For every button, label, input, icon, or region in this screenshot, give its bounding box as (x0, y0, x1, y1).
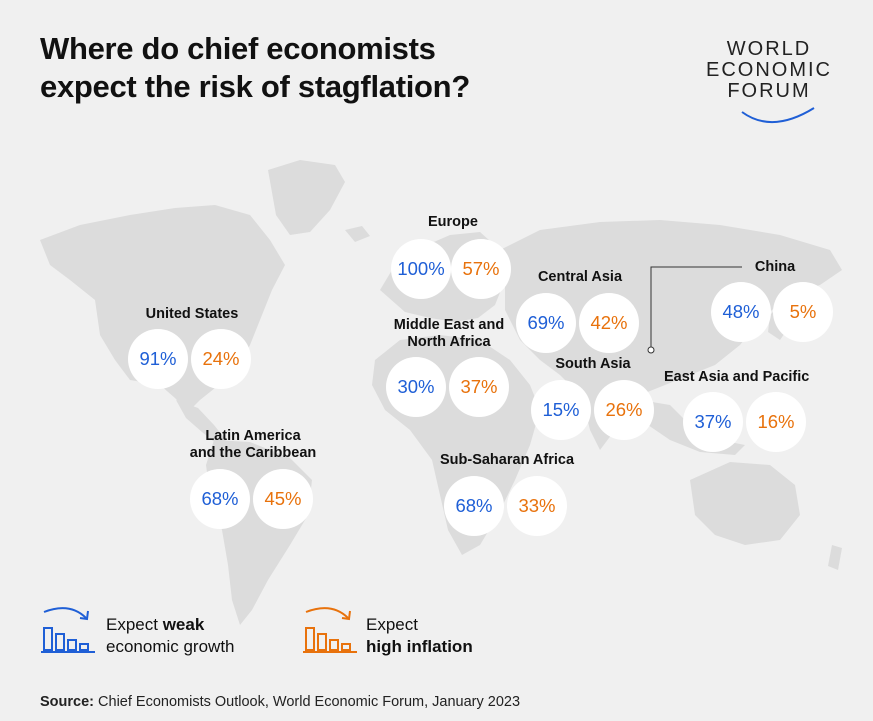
mena-growth-value: 30% (386, 357, 446, 417)
region-label-east-asia-pacific: East Asia and Pacific (664, 369, 810, 385)
iceland-shape (345, 226, 370, 242)
south-asia-growth-value: 15% (531, 380, 591, 440)
legend-inflation-line1: Expect (366, 615, 418, 634)
central-america-shape (176, 400, 226, 445)
source-note: Source: Chief Economists Outlook, World … (40, 694, 520, 710)
legend-growth-bold: weak (162, 615, 205, 634)
latin-america-inflation-value: 45% (253, 469, 313, 529)
south-asia-inflation-value: 26% (594, 380, 654, 440)
south-america-shape (206, 440, 312, 625)
title-line-1: Where do chief economists (40, 31, 436, 66)
legend-high-inflation: Expect high inflation (302, 600, 502, 660)
united-states-inflation-value: 24% (191, 329, 251, 389)
legend-inflation-line2: high inflation (366, 637, 473, 656)
region-label-europe: Europe (428, 214, 478, 230)
central-asia-growth-value: 69% (516, 293, 576, 353)
logo-line-2: ECONOMIC (706, 59, 832, 81)
source-label: Source: (40, 694, 94, 710)
source-text: Chief Economists Outlook, World Economic… (94, 694, 521, 710)
east-asia-pacific-growth-value: 37% (683, 392, 743, 452)
china-connector-dot (647, 346, 655, 354)
china-connector-line (650, 266, 742, 350)
sub-saharan-africa-inflation-value: 33% (507, 476, 567, 536)
wef-logo: WORLD ECONOMIC FORUM (694, 38, 844, 128)
europe-growth-value: 100% (391, 239, 451, 299)
latin-america-growth-value: 68% (190, 469, 250, 529)
falling-bars-arrow-icon (303, 607, 357, 653)
region-label-mena: Middle East and North Africa (393, 317, 505, 350)
falling-bars-arrow-icon (41, 607, 95, 653)
logo-line-3: FORUM (727, 80, 811, 102)
mena-inflation-value: 37% (449, 357, 509, 417)
china-inflation-value: 5% (773, 282, 833, 342)
central-asia-inflation-value: 42% (579, 293, 639, 353)
asia-shape (500, 220, 842, 410)
sub-saharan-africa-growth-value: 68% (444, 476, 504, 536)
region-label-central-asia: Central Asia (537, 269, 623, 285)
greenland-shape (268, 160, 345, 235)
title-line-2: expect the risk of stagflation? (40, 69, 470, 104)
united-states-growth-value: 91% (128, 329, 188, 389)
legend-growth-text: Expect weak economic growth (106, 614, 235, 658)
page-title: Where do chief economists expect the ris… (40, 30, 470, 106)
east-asia-pacific-inflation-value: 16% (746, 392, 806, 452)
region-label-sub-saharan-africa: Sub-Saharan Africa (439, 452, 575, 468)
region-label-united-states: United States (145, 306, 239, 322)
legend-growth-line2: economic growth (106, 637, 235, 656)
logo-line-1: WORLD (726, 38, 812, 60)
australia-shape (690, 462, 800, 545)
new-zealand-shape (828, 545, 842, 570)
region-label-china: China (754, 259, 796, 275)
legend-inflation-text: Expect high inflation (366, 614, 473, 658)
china-growth-value: 48% (711, 282, 771, 342)
wef-logo-arc-icon (741, 107, 815, 123)
region-label-south-asia: South Asia (555, 356, 631, 372)
region-label-latin-america: Latin America and the Caribbean (189, 428, 317, 461)
legend-weak-growth: Expect weak economic growth (40, 600, 270, 660)
legend-growth-prefix: Expect (106, 615, 163, 634)
europe-inflation-value: 57% (451, 239, 511, 299)
